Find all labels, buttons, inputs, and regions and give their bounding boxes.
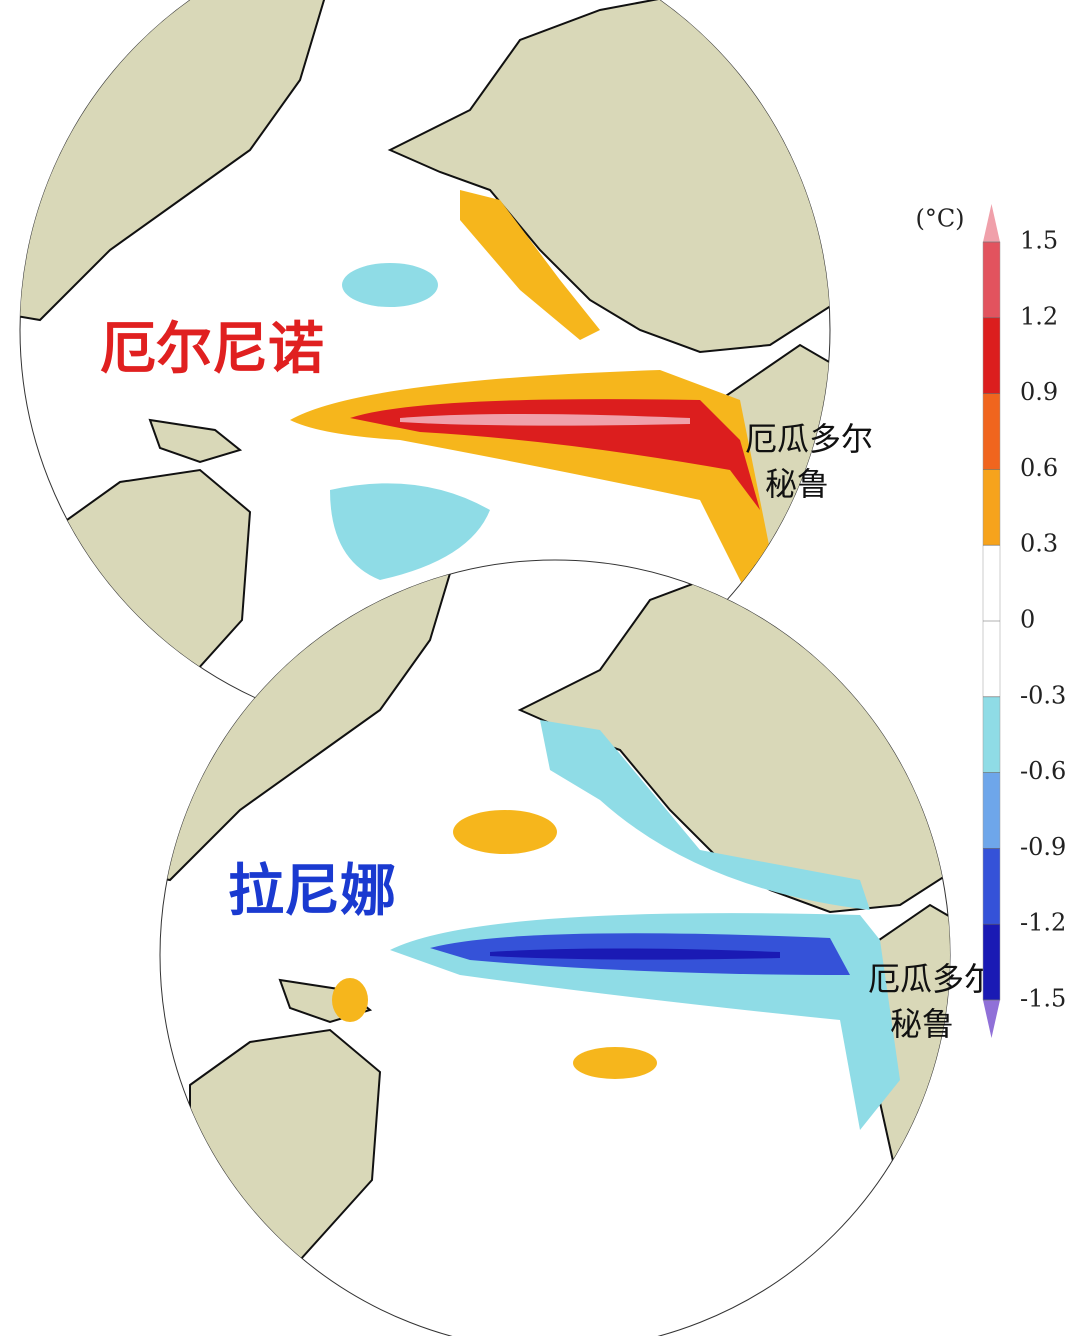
colorbar-band (983, 393, 1000, 470)
la-nina-map: 拉尼娜 厄瓜多尔 秘鲁 (159, 559, 996, 1336)
colorbar: (°C) 1.5 1.2 0.9 0.6 0.3 0 -0.3 -0.6 -0.9 -1.2 -1.… (915, 204, 1066, 1038)
colorbar-tick-label: -1.2 (1020, 909, 1066, 937)
colorbar-tick-label: 0.3 (1020, 530, 1058, 558)
colorbar-end (983, 204, 1000, 242)
colorbar-band (983, 469, 1000, 546)
colorbar-end (983, 1000, 1000, 1038)
colorbar-tick-label: -1.5 (1020, 985, 1066, 1013)
place-label: 厄瓜多尔 (868, 960, 996, 998)
map-label: 厄尔尼诺 (100, 317, 324, 382)
colorbar-band (983, 317, 1000, 394)
colorbar-tick-label: 0.6 (1020, 454, 1058, 482)
colorbar-band (983, 848, 1000, 925)
colorbar-tick-label: -0.3 (1020, 681, 1066, 709)
colorbar-tick-label: -0.9 (1020, 833, 1066, 861)
el-nino-map: 厄尔尼诺 厄瓜多尔 秘鲁 (19, 0, 873, 736)
colorbar-band (983, 772, 1000, 849)
colorbar-unit: (°C) (915, 205, 964, 233)
colorbar-band (983, 924, 1000, 1000)
colorbar-tick-label: 1.5 (1020, 227, 1058, 255)
colorbar-band (983, 242, 1000, 318)
colorbar-tick-label: 1.2 (1020, 302, 1058, 330)
place-label: 厄瓜多尔 (745, 420, 873, 458)
colorbar-band (983, 545, 1000, 621)
place-label: 秘鲁 (765, 465, 829, 503)
colorbar-tick-label: 0 (1020, 606, 1035, 634)
colorbar-band (983, 696, 1000, 773)
colorbar-tick-label: -0.6 (1020, 757, 1066, 785)
colorbar-band (983, 621, 1000, 697)
colorbar-tick-label: 0.9 (1020, 378, 1058, 406)
place-label: 秘鲁 (890, 1005, 954, 1043)
map-label: 拉尼娜 (228, 859, 396, 924)
